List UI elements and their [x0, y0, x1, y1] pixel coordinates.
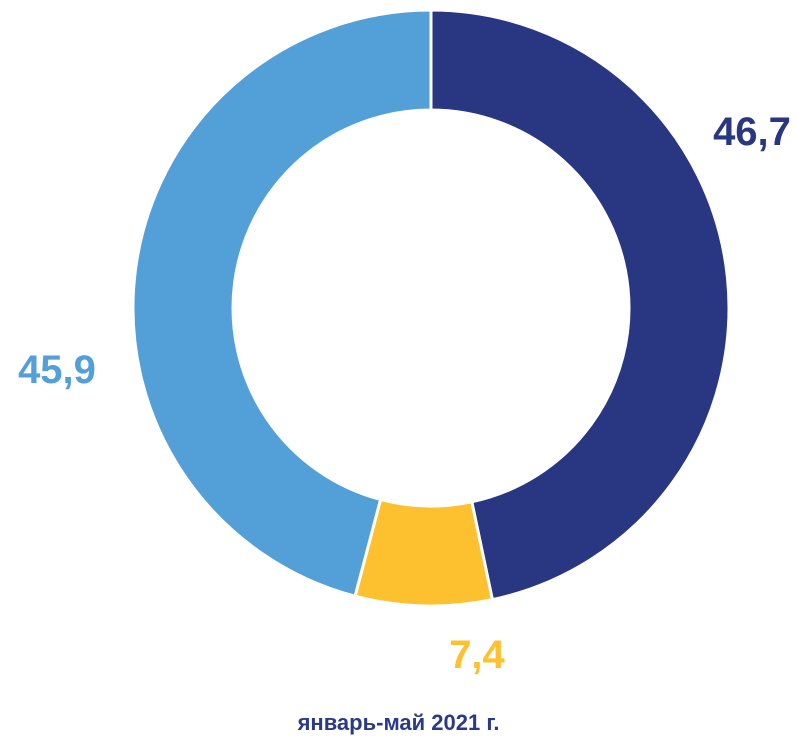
data-label-1: 46,7: [713, 110, 791, 154]
data-label-2: 7,4: [449, 633, 505, 677]
chart-slices: [131, 8, 731, 608]
chart-caption: январь-май 2021 г.: [297, 710, 500, 735]
chart-data-labels: 46,7 7,4 45,9: [18, 110, 791, 677]
data-label-3: 45,9: [18, 348, 96, 392]
donut-slice-3: [131, 8, 433, 599]
donut-slice-1: [429, 8, 731, 602]
